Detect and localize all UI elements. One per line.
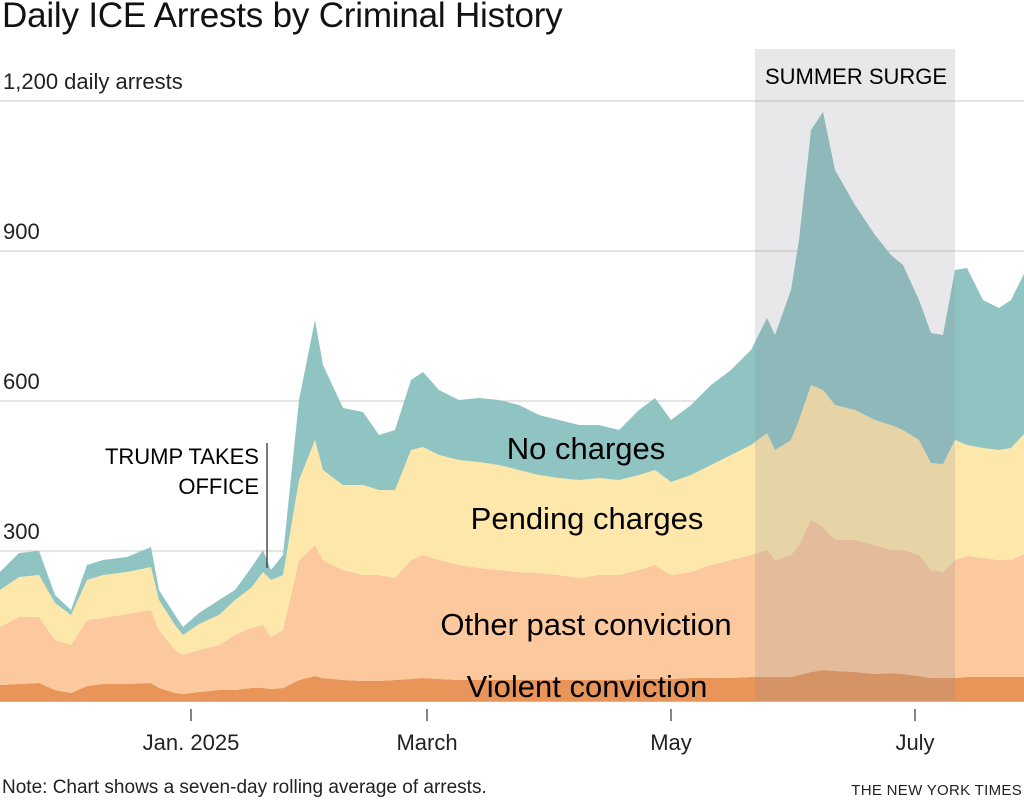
series-label-violent-conviction: Violent conviction (467, 669, 708, 704)
annotations: TRUMP TAKES OFFICE SUMMER SURGE (105, 64, 947, 568)
trump-annotation-line1: TRUMP TAKES (105, 444, 259, 469)
x-tick-label-march: March (396, 730, 457, 755)
area-other-past-conviction (0, 520, 1024, 694)
area-pending-charges (0, 385, 1024, 655)
area-no-charges (0, 112, 1024, 635)
y-tick-label-300: 300 (3, 519, 40, 544)
summer-surge-label: SUMMER SURGE (765, 64, 947, 89)
area-violent-conviction (0, 670, 1024, 701)
source-credit: THE NEW YORK TIMES (851, 782, 1022, 799)
trump-annotation-line2: OFFICE (178, 474, 259, 499)
summer-surge-shading (755, 49, 955, 701)
x-tick-label-jan-2025: Jan. 2025 (143, 730, 240, 755)
area-layers (0, 112, 1024, 701)
series-label-other-past-conviction: Other past conviction (440, 607, 731, 642)
chart-note: Note: Chart shows a seven-day rolling av… (2, 777, 487, 798)
x-tick-label-july: July (895, 730, 934, 755)
series-label-pending-charges: Pending charges (471, 501, 704, 536)
y-tick-label-600: 600 (3, 369, 40, 394)
axis-labels: 300 600 900 1,200 daily arrests Jan. 2025 Mar… (3, 69, 935, 755)
y-tick-label-1200: 1,200 daily arrests (3, 69, 183, 94)
series-labels: No charges Pending charges Other past co… (440, 431, 731, 704)
series-label-no-charges: No charges (507, 431, 666, 466)
x-tick-label-may: May (650, 730, 692, 755)
chart-title: Daily ICE Arrests by Criminal History (2, 0, 563, 35)
y-tick-label-900: 900 (3, 219, 40, 244)
summer-surge-band (755, 49, 955, 701)
